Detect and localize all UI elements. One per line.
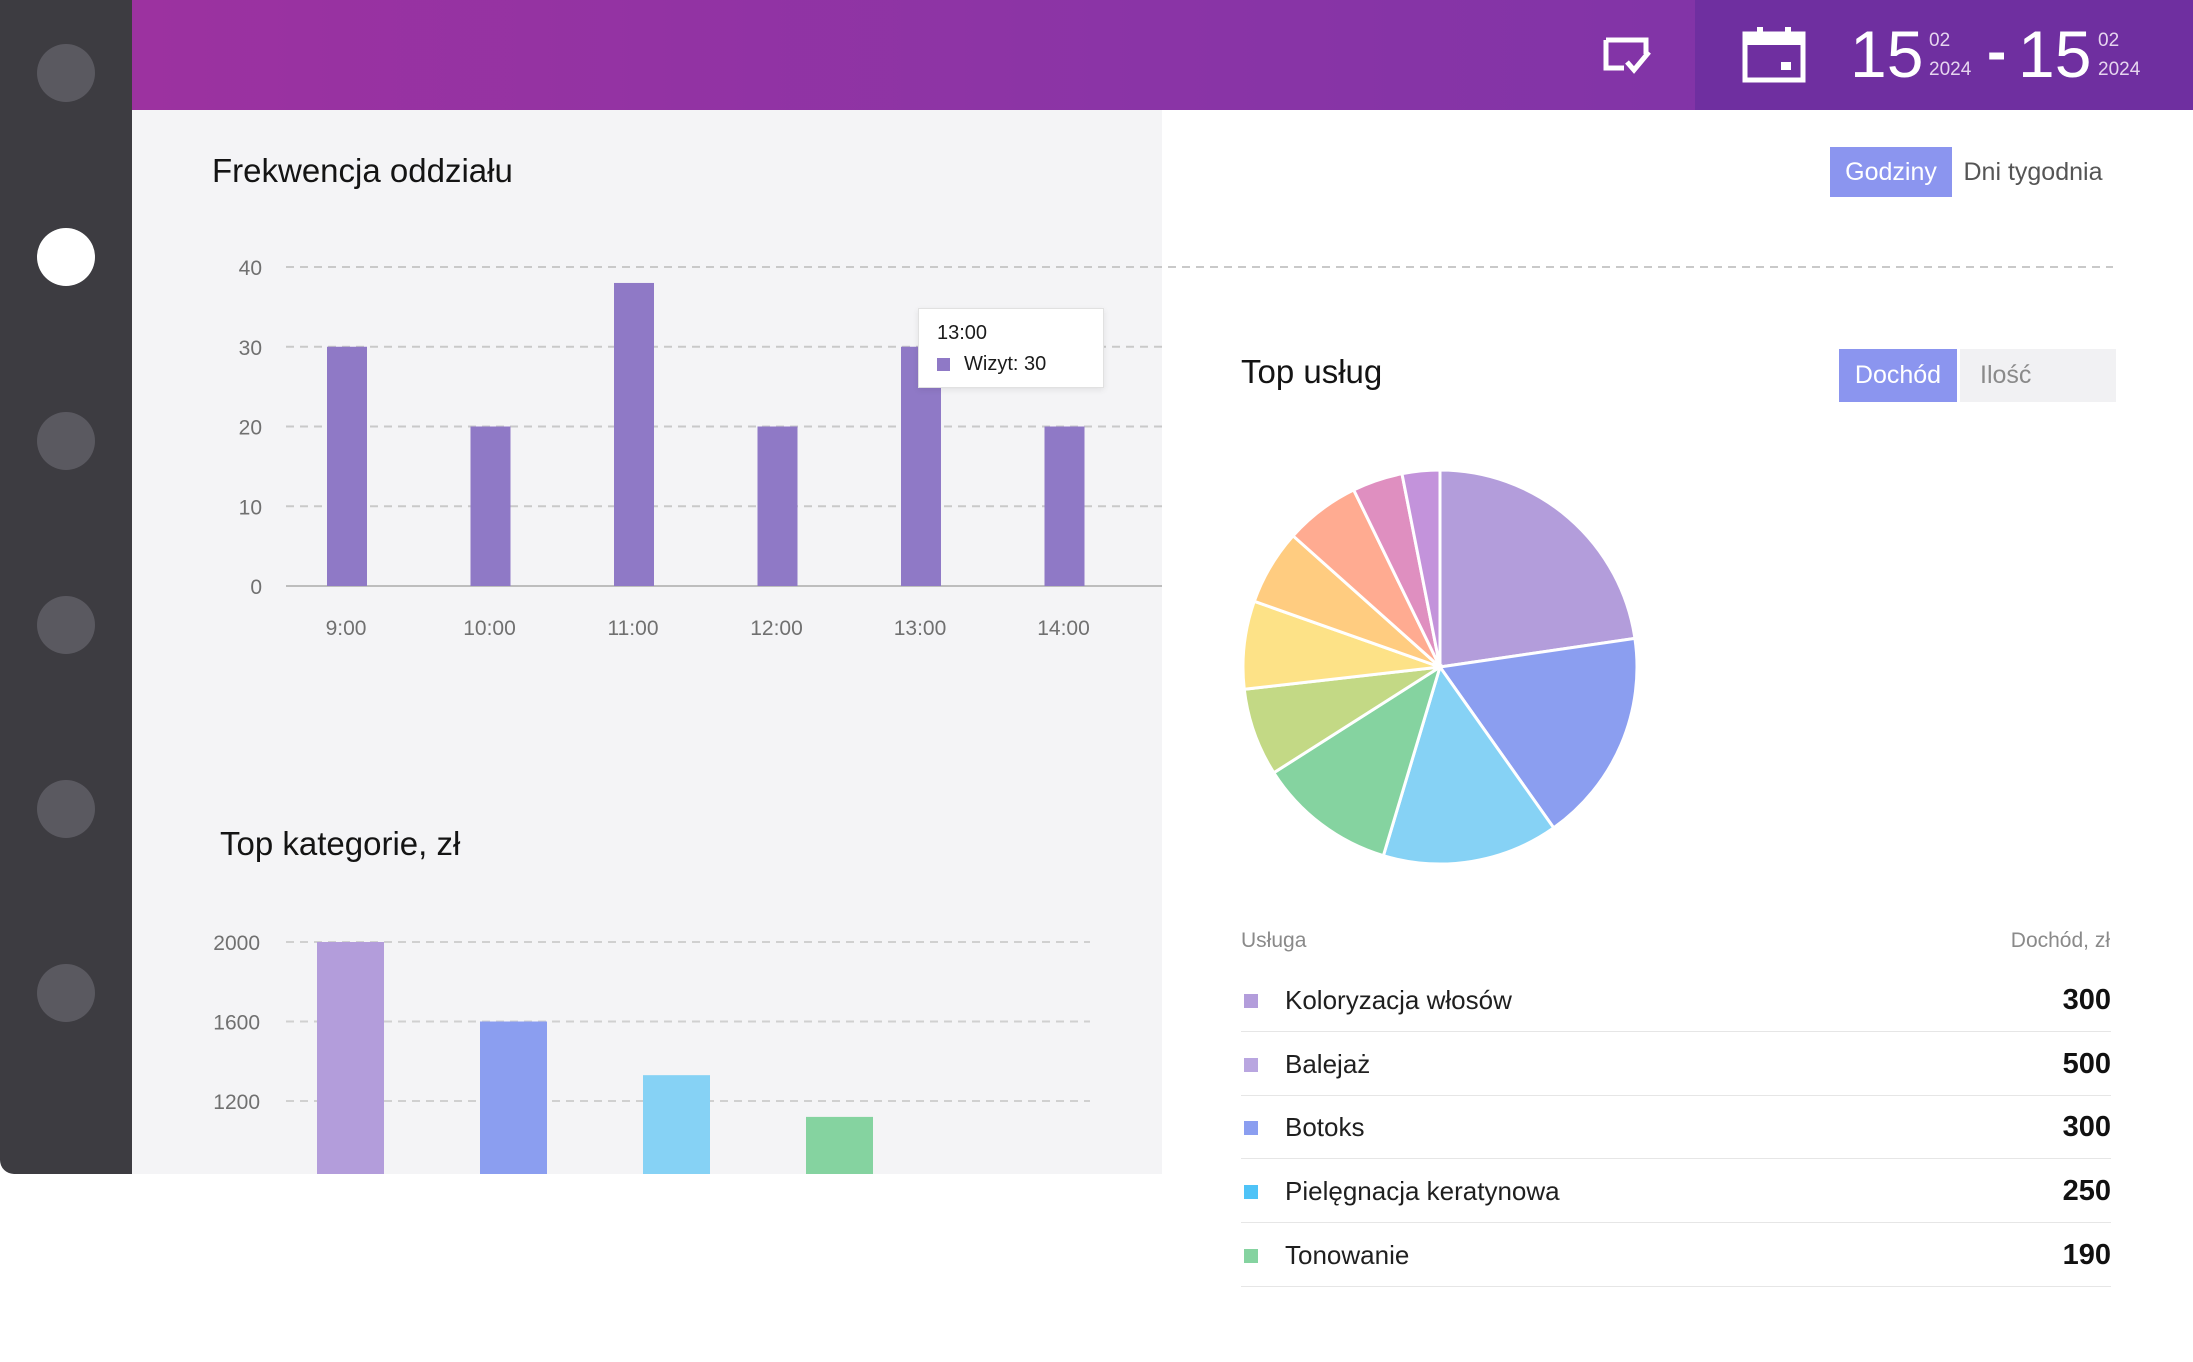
table-header-service: Usługa <box>1241 929 1307 952</box>
service-color-swatch <box>1244 1057 1258 1072</box>
pie-slice <box>1438 468 1637 669</box>
service-revenue: 190 <box>2062 1238 2111 1271</box>
service-row[interactable]: Tonowanie 190 <box>1241 1223 2111 1287</box>
pie-slice <box>1437 636 1639 830</box>
service-name: Pielęgnacja keratynowa <box>1285 1176 1560 1207</box>
service-name: Koloryzacja włosów <box>1285 985 1512 1015</box>
pie-slice <box>1400 468 1442 668</box>
service-revenue: 500 <box>2062 1047 2111 1080</box>
service-row[interactable]: Botoks 300 <box>1241 1095 2111 1160</box>
task-check-icon[interactable] <box>1602 34 1654 78</box>
toggle-revenue[interactable]: Dochód <box>1839 349 1957 402</box>
service-name: Botoks <box>1285 1112 1365 1143</box>
service-color-swatch <box>1244 1185 1258 1200</box>
services-pie-chart <box>1241 468 1639 866</box>
tooltip-swatch <box>937 358 950 371</box>
table-header-revenue: Dochód, zł <box>2010 929 2110 952</box>
service-row[interactable]: Koloryzacja włosów 300 <box>1241 968 2111 1032</box>
sidebar <box>0 0 132 1174</box>
service-row[interactable]: Pielęgnacja keratynowa 250 <box>1241 1159 2111 1224</box>
sidebar-item-3[interactable] <box>37 412 95 470</box>
dashboard-content <box>132 110 1162 1174</box>
sidebar-item-4[interactable] <box>37 596 95 654</box>
calendar-icon[interactable] <box>1741 26 1807 84</box>
tooltip-value: Wizyt: 30 <box>964 353 1047 375</box>
date-from-year: 2024 <box>1929 59 1972 80</box>
service-name: Tonowanie <box>1285 1239 1410 1270</box>
tooltip-title: 13:00 <box>937 322 988 344</box>
service-color-swatch <box>1244 1248 1258 1263</box>
service-row[interactable]: Balejaż 500 <box>1241 1032 2111 1096</box>
sidebar-item-2-active[interactable] <box>37 228 95 286</box>
sidebar-item-5[interactable] <box>37 780 95 838</box>
toggle-weekdays[interactable]: Dni tygodnia <box>1954 147 2112 197</box>
date-separator: - <box>1987 19 2007 84</box>
service-color-swatch <box>1244 994 1258 1008</box>
service-color-swatch <box>1244 1121 1258 1136</box>
sidebar-item-1[interactable] <box>37 44 95 102</box>
service-revenue: 250 <box>2062 1175 2111 1208</box>
date-to-month: 02 <box>2098 30 2120 51</box>
services-title: Top usług <box>1241 353 1383 390</box>
date-from-month: 02 <box>1929 30 1951 51</box>
service-revenue: 300 <box>2062 984 2111 1016</box>
date-range-box[interactable] <box>1695 0 2193 110</box>
pie-slice <box>1271 663 1443 858</box>
service-revenue: 300 <box>2062 1111 2111 1144</box>
service-name: Balejaż <box>1285 1048 1371 1079</box>
chart-tooltip: 13:00 Wizyt: 30 <box>918 308 1104 388</box>
attendance-title: Frekwencja oddziału <box>212 152 513 189</box>
toggle-quantity[interactable]: Ilość <box>1960 349 2116 402</box>
date-to-day: 15 <box>2018 17 2092 91</box>
date-from-day: 15 <box>1850 17 1924 91</box>
top-bar: 15 02 2024 - 15 02 2024 <box>132 0 2193 110</box>
date-to-year: 2024 <box>2098 59 2141 80</box>
categories-title: Top kategorie, zł <box>220 825 461 862</box>
sidebar-item-6[interactable] <box>37 964 95 1022</box>
toggle-hours[interactable]: Godziny <box>1830 147 1952 197</box>
